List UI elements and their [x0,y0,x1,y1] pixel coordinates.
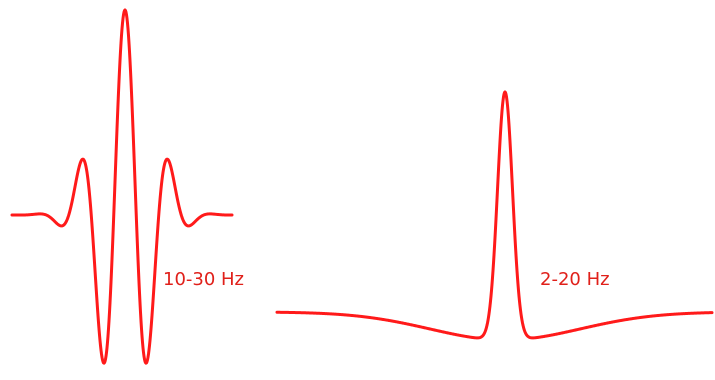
wavelet-10-30hz: 10-30 Hz [10,8,244,365]
wavelet-2-20hz: 2-20 Hz [275,90,714,340]
wavelet-10-30hz-trace [10,8,234,365]
wavelet-2-20hz-label: 2-20 Hz [540,269,610,290]
wavelet-10-30hz-label: 10-30 Hz [163,269,244,290]
wavelet-2-20hz-trace [275,90,714,340]
